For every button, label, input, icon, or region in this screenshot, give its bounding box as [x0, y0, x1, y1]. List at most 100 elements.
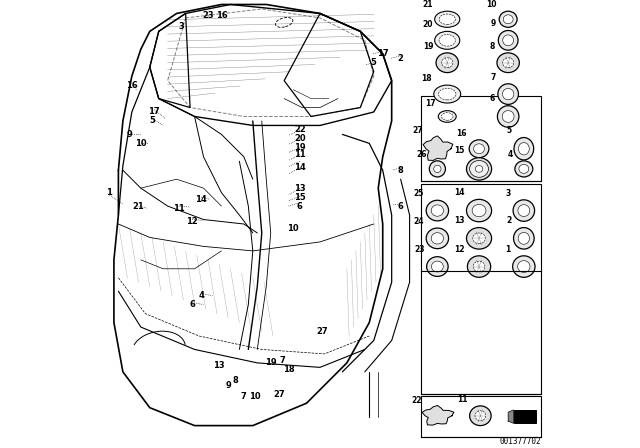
- Text: 11: 11: [457, 395, 467, 404]
- Text: 5: 5: [371, 58, 377, 67]
- Ellipse shape: [473, 261, 485, 272]
- Ellipse shape: [513, 228, 534, 249]
- Text: 6: 6: [490, 95, 495, 103]
- Text: 25: 25: [413, 189, 424, 198]
- Text: 9: 9: [127, 130, 132, 139]
- Text: 22: 22: [294, 125, 306, 134]
- Ellipse shape: [467, 228, 492, 249]
- Ellipse shape: [513, 256, 535, 277]
- Polygon shape: [422, 405, 454, 425]
- Ellipse shape: [436, 53, 458, 73]
- FancyBboxPatch shape: [421, 96, 541, 181]
- Text: 13: 13: [213, 361, 225, 370]
- Text: 14: 14: [454, 188, 464, 197]
- Text: 13: 13: [454, 216, 464, 225]
- Ellipse shape: [475, 411, 486, 421]
- Ellipse shape: [435, 11, 460, 27]
- Text: 16: 16: [126, 81, 138, 90]
- Text: 18: 18: [283, 365, 294, 374]
- Ellipse shape: [470, 160, 488, 177]
- Text: 7: 7: [279, 356, 285, 365]
- Ellipse shape: [514, 138, 534, 160]
- Text: 5: 5: [149, 116, 155, 125]
- Text: 2: 2: [506, 216, 511, 225]
- Text: 24: 24: [413, 217, 424, 226]
- Ellipse shape: [499, 11, 517, 27]
- Text: 13: 13: [294, 184, 306, 193]
- Ellipse shape: [438, 111, 456, 122]
- Text: 23: 23: [202, 11, 214, 20]
- Ellipse shape: [474, 144, 484, 154]
- Ellipse shape: [429, 161, 445, 177]
- Text: 4: 4: [508, 150, 513, 159]
- Ellipse shape: [431, 261, 444, 272]
- Ellipse shape: [434, 85, 461, 103]
- Text: 8: 8: [398, 166, 403, 175]
- Ellipse shape: [442, 58, 453, 68]
- Text: 21: 21: [132, 202, 145, 211]
- Text: 27: 27: [274, 390, 285, 399]
- Ellipse shape: [434, 165, 441, 172]
- Text: 16: 16: [216, 11, 227, 20]
- Ellipse shape: [431, 205, 444, 216]
- Text: 2: 2: [397, 54, 404, 63]
- Ellipse shape: [515, 161, 532, 177]
- Ellipse shape: [439, 34, 456, 46]
- Text: 11: 11: [294, 150, 306, 159]
- Text: 10: 10: [486, 0, 497, 9]
- Text: 6: 6: [397, 202, 404, 211]
- Ellipse shape: [431, 233, 444, 244]
- Ellipse shape: [513, 200, 534, 221]
- Ellipse shape: [502, 111, 514, 122]
- Text: 3: 3: [506, 189, 511, 198]
- Text: 15: 15: [294, 193, 306, 202]
- Ellipse shape: [518, 205, 530, 216]
- Ellipse shape: [502, 88, 514, 100]
- Text: 001377702: 001377702: [499, 437, 541, 446]
- Text: 12: 12: [186, 217, 198, 226]
- Text: 20: 20: [422, 20, 433, 29]
- Ellipse shape: [518, 261, 530, 272]
- Text: 17: 17: [148, 108, 160, 116]
- Ellipse shape: [519, 164, 529, 173]
- Ellipse shape: [503, 15, 513, 24]
- Text: 8: 8: [490, 42, 495, 51]
- Text: 26: 26: [417, 150, 427, 159]
- Ellipse shape: [502, 58, 514, 68]
- Text: 1: 1: [106, 188, 113, 197]
- Text: 10: 10: [249, 392, 261, 401]
- Ellipse shape: [518, 233, 529, 244]
- Ellipse shape: [476, 165, 483, 172]
- Text: 14: 14: [294, 164, 306, 172]
- Text: 10: 10: [135, 139, 147, 148]
- Text: 19: 19: [265, 358, 276, 367]
- Text: 18: 18: [421, 74, 431, 83]
- Text: 9: 9: [225, 381, 231, 390]
- Ellipse shape: [439, 14, 456, 25]
- Ellipse shape: [498, 84, 518, 104]
- Text: 20: 20: [294, 134, 306, 143]
- Text: 27: 27: [412, 126, 422, 135]
- Polygon shape: [508, 410, 513, 423]
- Text: 7: 7: [241, 392, 246, 401]
- Text: 12: 12: [454, 245, 465, 254]
- FancyBboxPatch shape: [421, 184, 541, 394]
- Text: 5: 5: [507, 126, 512, 135]
- Text: 16: 16: [456, 129, 467, 138]
- FancyBboxPatch shape: [421, 396, 541, 437]
- Text: 3: 3: [179, 22, 184, 31]
- Ellipse shape: [469, 140, 489, 158]
- Ellipse shape: [470, 406, 491, 426]
- Ellipse shape: [497, 106, 519, 127]
- Ellipse shape: [426, 228, 449, 249]
- Text: 17: 17: [426, 99, 436, 108]
- Polygon shape: [423, 136, 453, 160]
- Ellipse shape: [497, 53, 520, 73]
- Ellipse shape: [473, 233, 485, 244]
- Text: 9: 9: [491, 19, 496, 28]
- Ellipse shape: [426, 200, 449, 221]
- Ellipse shape: [438, 88, 456, 100]
- Ellipse shape: [435, 31, 460, 49]
- Text: 4: 4: [198, 291, 204, 300]
- Ellipse shape: [442, 113, 453, 120]
